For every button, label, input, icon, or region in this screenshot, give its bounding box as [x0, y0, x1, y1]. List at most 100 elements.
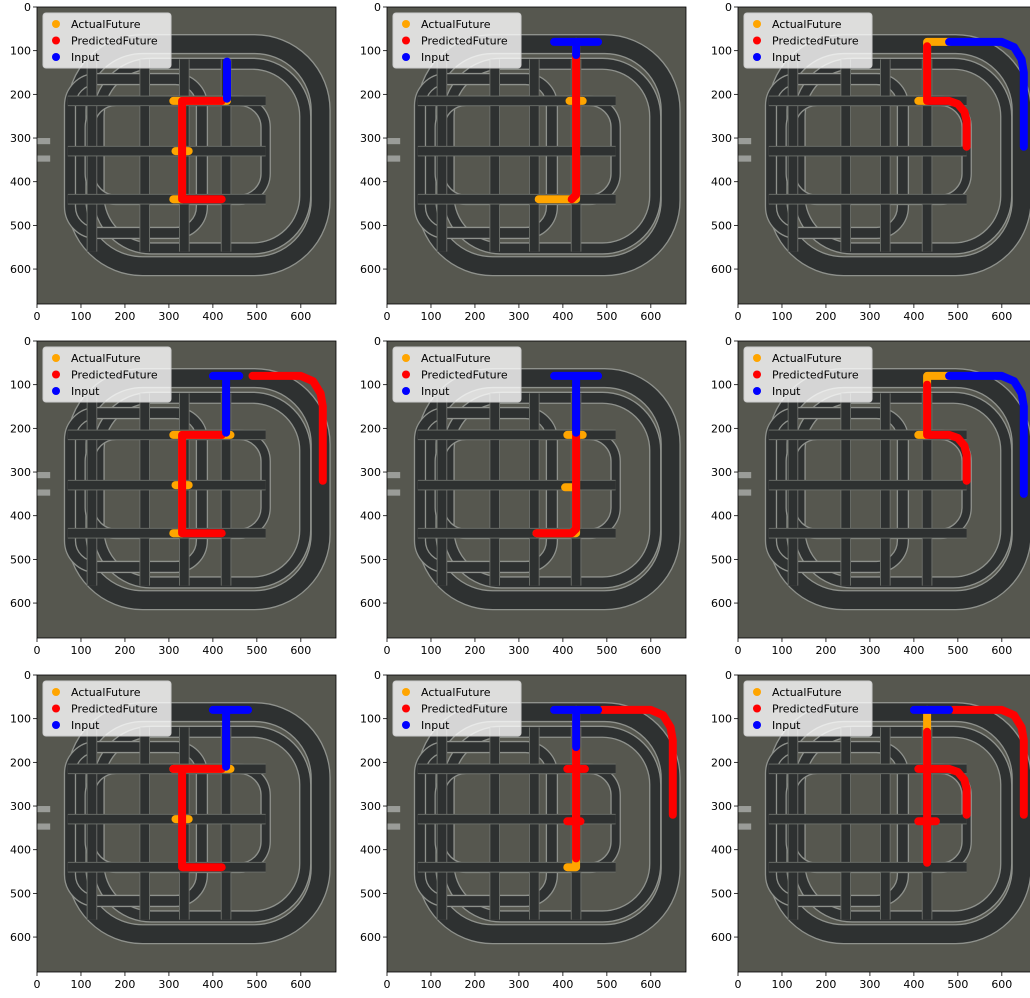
- legend-marker: [402, 688, 410, 696]
- entry-road: [738, 824, 751, 830]
- legend-marker: [402, 37, 410, 45]
- x-tick-label: 200: [815, 644, 836, 657]
- x-tick-label: 300: [859, 644, 880, 657]
- x-tick-label: 600: [290, 644, 311, 657]
- legend-label: PredictedFuture: [421, 35, 508, 48]
- x-tick-label: 600: [290, 978, 311, 991]
- legend-marker: [402, 721, 410, 729]
- x-tick-label: 500: [947, 978, 968, 991]
- x-tick-label: 300: [158, 978, 179, 991]
- y-tick-label: 200: [10, 422, 31, 435]
- x-tick-label: 0: [384, 310, 391, 323]
- legend-label: Input: [71, 51, 100, 64]
- legend-label: ActualFuture: [772, 352, 842, 365]
- legend-marker: [52, 37, 60, 45]
- legend-marker: [753, 688, 761, 696]
- x-tick-label: 200: [114, 310, 135, 323]
- x-tick-label: 200: [815, 978, 836, 991]
- entry-road: [387, 490, 400, 496]
- entry-road: [738, 472, 751, 478]
- y-tick-label: 100: [711, 713, 732, 726]
- y-tick-label: 0: [725, 335, 732, 348]
- y-tick-label: 200: [10, 756, 31, 769]
- y-tick-label: 400: [711, 510, 732, 523]
- legend-label: Input: [772, 385, 801, 398]
- entry-road: [387, 472, 400, 478]
- x-tick-label: 0: [735, 310, 742, 323]
- y-tick-label: 400: [711, 844, 732, 857]
- legend-marker: [753, 354, 761, 362]
- y-tick-label: 600: [10, 597, 31, 610]
- y-tick-label: 0: [24, 669, 31, 682]
- legend-marker: [753, 371, 761, 379]
- legend-label: ActualFuture: [421, 352, 491, 365]
- legend-label: Input: [421, 719, 450, 732]
- y-tick-label: 200: [360, 88, 381, 101]
- legend-label: ActualFuture: [71, 686, 141, 699]
- legend-marker: [52, 705, 60, 713]
- x-tick-label: 600: [640, 310, 661, 323]
- x-tick-label: 100: [70, 310, 91, 323]
- entry-road: [37, 472, 50, 478]
- y-tick-label: 200: [711, 88, 732, 101]
- legend-marker: [753, 53, 761, 61]
- y-tick-label: 600: [360, 597, 381, 610]
- legend-marker: [402, 53, 410, 61]
- legend-label: PredictedFuture: [772, 35, 859, 48]
- legend-marker: [402, 387, 410, 395]
- y-tick-label: 200: [711, 422, 732, 435]
- x-tick-label: 100: [70, 644, 91, 657]
- x-tick-label: 100: [420, 644, 441, 657]
- x-tick-label: 400: [202, 310, 223, 323]
- y-tick-label: 500: [10, 553, 31, 566]
- x-tick-label: 400: [202, 978, 223, 991]
- x-tick-label: 200: [114, 644, 135, 657]
- entry-road: [738, 490, 751, 496]
- legend-label: PredictedFuture: [421, 369, 508, 382]
- entry-road: [387, 138, 400, 144]
- y-tick-label: 300: [360, 132, 381, 145]
- legend-label: PredictedFuture: [71, 703, 158, 716]
- x-tick-label: 600: [640, 644, 661, 657]
- entry-road: [738, 156, 751, 162]
- y-tick-label: 100: [10, 379, 31, 392]
- y-tick-label: 200: [360, 756, 381, 769]
- x-tick-label: 600: [290, 310, 311, 323]
- y-tick-label: 500: [711, 553, 732, 566]
- legend-marker: [753, 387, 761, 395]
- y-tick-label: 0: [725, 669, 732, 682]
- x-tick-label: 100: [420, 978, 441, 991]
- y-tick-label: 600: [711, 597, 732, 610]
- legend-marker: [52, 371, 60, 379]
- legend-label: ActualFuture: [421, 686, 491, 699]
- y-tick-label: 0: [24, 1, 31, 14]
- y-tick-label: 400: [360, 844, 381, 857]
- entry-road: [37, 138, 50, 144]
- y-tick-label: 200: [360, 422, 381, 435]
- x-tick-label: 500: [246, 978, 267, 991]
- legend-marker: [753, 37, 761, 45]
- x-tick-label: 500: [947, 644, 968, 657]
- x-tick-label: 500: [246, 644, 267, 657]
- legend: ActualFuturePredictedFutureInput: [43, 13, 171, 68]
- x-tick-label: 300: [158, 310, 179, 323]
- entry-road: [387, 156, 400, 162]
- x-tick-label: 500: [947, 310, 968, 323]
- legend-label: ActualFuture: [772, 686, 842, 699]
- legend: ActualFuturePredictedFutureInput: [393, 347, 521, 402]
- legend-marker: [402, 354, 410, 362]
- entry-road: [37, 824, 50, 830]
- x-tick-label: 0: [735, 644, 742, 657]
- y-tick-label: 300: [10, 466, 31, 479]
- y-tick-label: 0: [374, 335, 381, 348]
- entry-road: [37, 490, 50, 496]
- y-tick-label: 400: [360, 176, 381, 189]
- legend-label: Input: [772, 51, 801, 64]
- x-tick-label: 600: [640, 978, 661, 991]
- x-tick-label: 200: [114, 978, 135, 991]
- x-tick-label: 400: [552, 310, 573, 323]
- y-tick-label: 500: [711, 887, 732, 900]
- y-tick-label: 0: [725, 1, 732, 14]
- legend-label: ActualFuture: [71, 352, 141, 365]
